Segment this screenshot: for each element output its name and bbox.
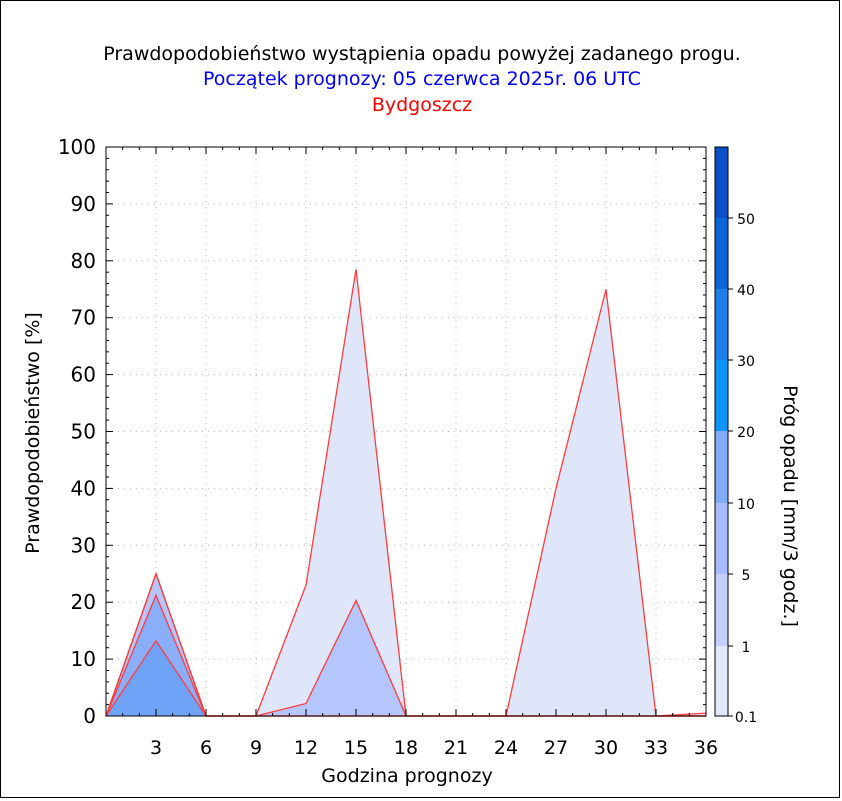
x-tick-label: 24 (494, 737, 518, 759)
axes: 3 6 9 12 15 18 21 24 27 30 33 360102030405060708090… (58, 135, 718, 759)
colorbar-tick-label: 1 (742, 640, 751, 656)
y-tick-label: 30 (71, 533, 96, 557)
colorbar-segment (715, 289, 728, 360)
x-tick-label: 18 (394, 737, 418, 759)
y-tick-label: 20 (71, 590, 96, 614)
x-axis-label: Godzina prognozy (321, 765, 492, 787)
colorbar-tick-label: 50 (737, 212, 755, 228)
colorbar-segment (715, 646, 728, 716)
x-tick-label: 36 (694, 737, 718, 759)
colorbar-tick-label: 20 (737, 425, 755, 441)
x-tick-label: 21 (444, 737, 468, 759)
colorbar-tick-label: 0.1 (735, 710, 757, 726)
colorbar-tick-label: 30 (737, 354, 755, 370)
colorbar-segment (715, 431, 728, 503)
x-tick-label: 27 (544, 737, 568, 759)
colorbar: 0.1 1 5 10 20 30 40 50 (714, 146, 757, 726)
y-tick-label: 50 (71, 420, 96, 444)
colorbar-segment (715, 360, 728, 431)
x-tick-label: 12 (294, 737, 318, 759)
area-threshold-10 (106, 640, 706, 716)
x-tick-label: 15 (344, 737, 368, 759)
y-tick-label: 70 (71, 306, 96, 330)
x-tick-label: 9 (250, 737, 262, 759)
colorbar-tick-label: 40 (737, 283, 755, 299)
colorbar-tick-label: 10 (737, 497, 755, 513)
colorbar-tick-label: 5 (742, 568, 751, 584)
y-tick-label: 60 (71, 363, 96, 387)
y-axis-label: Prawdopodobieństwo [%] (22, 312, 44, 554)
y-tick-label: 40 (71, 476, 96, 500)
x-tick-label: 3 (150, 737, 162, 759)
chart-title: Prawdopodobieństwo wystąpienia opadu pow… (103, 43, 741, 65)
x-tick-label: 6 (200, 737, 212, 759)
y-tick-label: 100 (58, 135, 96, 159)
colorbar-segment (715, 218, 728, 289)
y-tick-label: 90 (71, 192, 96, 216)
x-tick-label: 30 (594, 737, 618, 759)
y-tick-label: 80 (71, 249, 96, 273)
area-threshold-0_1 (106, 269, 706, 716)
colorbar-segment (715, 574, 728, 646)
colorbar-label: Próg opadu [mm/3 godz.] (779, 385, 801, 627)
chart-subtitle: Początek prognozy: 05 czerwca 2025r. 06 … (203, 68, 641, 90)
y-tick-label: 10 (71, 647, 96, 671)
colorbar-segment (715, 503, 728, 574)
y-tick-label: 0 (83, 704, 96, 728)
colorbar-segment (715, 147, 728, 218)
x-tick-label: 33 (644, 737, 668, 759)
chart-location: Bydgoszcz (371, 94, 473, 116)
